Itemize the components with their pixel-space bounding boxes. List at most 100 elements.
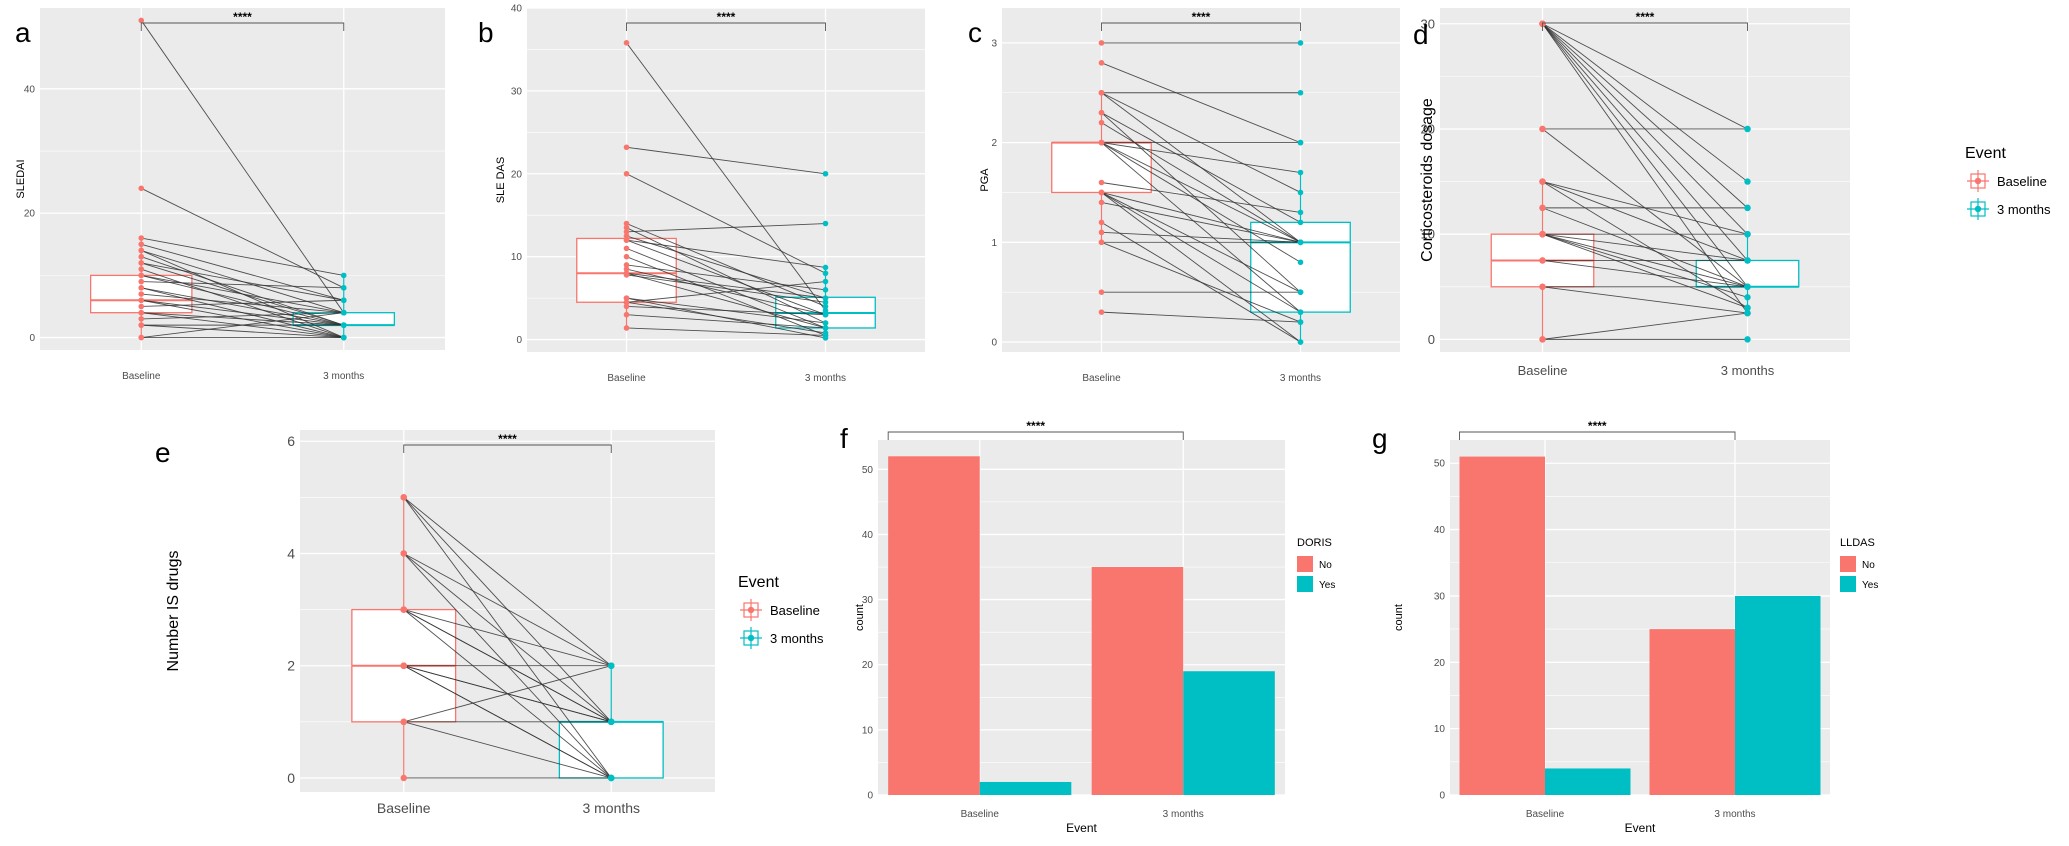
data-point-3-months xyxy=(1297,40,1304,46)
y-axis-label: Corticosteroids dosage xyxy=(1419,98,1436,262)
pair-line xyxy=(1101,241,1301,323)
data-point-baseline xyxy=(400,494,407,501)
pair-line xyxy=(1101,182,1301,213)
panel-letter: b xyxy=(478,17,494,48)
legend-label: 3 months xyxy=(1997,202,2051,217)
legend-title: Event xyxy=(738,574,779,591)
pair-line xyxy=(626,301,826,334)
pair-line xyxy=(1542,260,1748,288)
legend-title: DORIS xyxy=(1297,537,1332,549)
significance-bracket: **** xyxy=(403,432,612,453)
x-axis-label: Event xyxy=(1066,821,1097,835)
data-point-baseline xyxy=(623,220,630,227)
data-point-baseline xyxy=(138,235,145,241)
data-point-3-months xyxy=(340,297,347,304)
y-axis-label: Number IS drugs xyxy=(165,551,182,672)
pair-line xyxy=(1542,23,1748,182)
bar-yes xyxy=(1545,768,1631,795)
pair-line xyxy=(626,272,826,299)
pair-line xyxy=(1542,312,1748,340)
y-tick-label: 30 xyxy=(862,595,874,606)
data-point-3-months xyxy=(822,287,829,293)
data-point-3-months xyxy=(822,307,829,314)
y-tick-label: 40 xyxy=(511,4,523,15)
x-tick-label: Baseline xyxy=(122,371,161,382)
data-point-3-months xyxy=(1744,178,1751,185)
data-point-baseline xyxy=(1098,89,1105,96)
y-tick-label: 20 xyxy=(1434,658,1446,669)
box xyxy=(1250,221,1351,313)
y-tick-label: 2 xyxy=(287,658,295,674)
data-point-3-months xyxy=(1297,319,1304,325)
y-tick-label: 1 xyxy=(991,238,997,249)
legend-title: Event xyxy=(1965,145,2006,162)
bar-yes xyxy=(979,781,1072,795)
significance-label: **** xyxy=(1192,10,1211,24)
legend-key-3-months xyxy=(1967,198,1989,220)
data-point-3-months xyxy=(822,325,829,331)
y-tick-label: 10 xyxy=(511,252,523,263)
data-point-baseline xyxy=(138,241,145,248)
legend-label: Yes xyxy=(1862,580,1878,591)
pair-line xyxy=(626,223,826,307)
y-tick-label: 40 xyxy=(1434,525,1446,536)
x-tick-label: Baseline xyxy=(1082,373,1121,384)
legend-label: No xyxy=(1319,560,1332,571)
x-tick-label: 3 months xyxy=(1721,363,1775,378)
pair-line xyxy=(141,262,344,301)
legend-title: LLDAS xyxy=(1840,537,1875,549)
data-point-3-months xyxy=(822,278,829,285)
data-point-baseline xyxy=(1098,189,1105,196)
data-point-3-months xyxy=(1744,309,1751,317)
panel-f: 0 10 20 30 40 50 Baseline 3 months f count Event DO… xyxy=(840,419,1335,835)
data-point-baseline xyxy=(623,303,630,310)
x-tick-label: Baseline xyxy=(607,373,646,384)
data-point-baseline xyxy=(623,270,630,277)
bar-no xyxy=(1459,456,1545,795)
panel-c: 0 1 2 3 Baseline 3 months c PGA **** xyxy=(968,8,1400,384)
data-point-baseline xyxy=(623,299,630,306)
y-axis-label: count xyxy=(1393,604,1405,631)
data-point-3-months xyxy=(1744,125,1751,133)
data-point-baseline xyxy=(400,774,407,782)
data-point-3-months xyxy=(822,299,829,306)
y-tick-label: 0 xyxy=(1428,332,1435,347)
pair-line xyxy=(141,187,344,289)
data-point-baseline xyxy=(138,185,145,192)
pair-line xyxy=(141,237,344,276)
data-point-baseline xyxy=(1098,40,1105,46)
pair-line xyxy=(1101,122,1301,243)
data-point-baseline xyxy=(1539,125,1546,133)
pair-line xyxy=(403,496,612,667)
panel-b: 0 10 20 30 40 Baseline 3 months b SLE DAS **** xyxy=(478,4,925,384)
data-point-baseline xyxy=(400,662,407,669)
pair-line xyxy=(141,324,344,339)
x-tick-label: 3 months xyxy=(1714,809,1755,820)
legend-label: 3 months xyxy=(770,631,824,646)
pair-line xyxy=(1101,142,1301,243)
y-tick-label: 2 xyxy=(991,138,997,149)
data-point-baseline xyxy=(138,285,145,291)
y-axis-label: PGA xyxy=(979,168,991,192)
significance-bracket: **** xyxy=(1542,10,1748,31)
data-point-3-months xyxy=(1297,259,1304,266)
data-point-baseline xyxy=(623,245,630,252)
legend-label: Yes xyxy=(1319,580,1335,591)
data-point-3-months xyxy=(1297,89,1304,96)
data-point-baseline xyxy=(138,297,145,304)
pair-line xyxy=(141,287,344,326)
x-tick-label: Baseline xyxy=(1526,809,1565,820)
data-point-3-months xyxy=(1297,339,1304,345)
data-point-3-months xyxy=(608,774,615,782)
data-point-baseline xyxy=(138,322,145,328)
significance-bracket: **** xyxy=(1459,419,1736,440)
legend-label: No xyxy=(1862,560,1875,571)
data-point-baseline xyxy=(138,247,145,254)
panel-letter: d xyxy=(1413,19,1429,50)
x-tick-label: Baseline xyxy=(961,809,1000,820)
panel-letter: e xyxy=(155,437,171,468)
data-point-baseline xyxy=(400,718,407,726)
data-point-baseline xyxy=(1539,257,1546,264)
data-point-baseline xyxy=(138,303,145,310)
y-tick-label: 40 xyxy=(862,530,874,541)
